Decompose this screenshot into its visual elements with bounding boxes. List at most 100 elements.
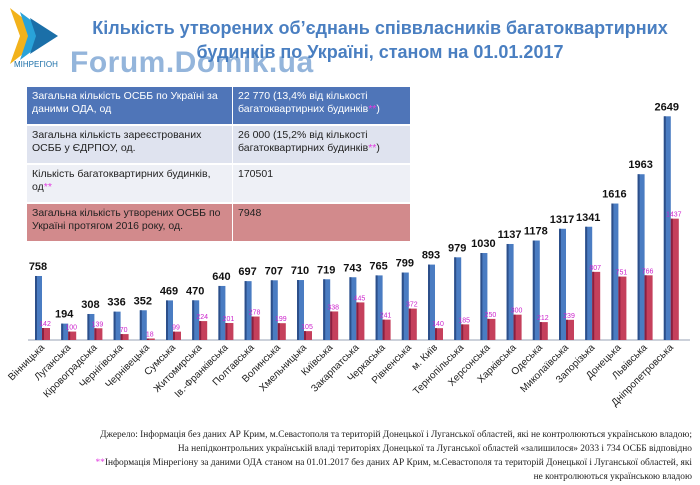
bar-2016-shade: [461, 324, 464, 340]
bar-total: [401, 272, 409, 340]
bar-2016-shade: [408, 308, 411, 340]
table-row: Загальна кількість зареєстрованих ОСББ у…: [27, 124, 410, 164]
data-label-total: 758: [29, 261, 47, 273]
bar-2016: [42, 328, 50, 340]
bar-2016: [94, 328, 103, 340]
bar-total: [375, 275, 383, 340]
bar-2016-shade: [330, 311, 333, 340]
bar-2016: [461, 324, 470, 340]
bar-total-shade: [113, 311, 116, 340]
bar-2016: [173, 331, 181, 340]
bar-total-shade: [139, 310, 142, 340]
data-label-total: 697: [238, 266, 256, 278]
row-label: Загальна кількість зареєстрованих ОСББ у…: [27, 124, 233, 164]
row-label: Загальна кількість утворених ОСББ по Укр…: [27, 202, 233, 241]
bar-2016-shade: [68, 331, 71, 340]
data-label-2016: 338: [327, 304, 339, 311]
bar-2016: [251, 316, 260, 340]
bar-total-shade: [401, 272, 404, 340]
bar-total: [637, 174, 645, 340]
bar-total-shade: [270, 280, 273, 340]
bar-2016: [670, 218, 679, 340]
data-label-2016: 250: [485, 312, 497, 319]
data-label-2016: 139: [92, 321, 104, 328]
bar-total: [532, 240, 540, 340]
bar-total-shade: [61, 323, 64, 340]
bar-total: [323, 279, 331, 340]
bar-total-shade: [166, 300, 168, 340]
row-value: 7948: [232, 202, 410, 241]
data-label-2016: 372: [406, 302, 418, 309]
bar-2016: [330, 311, 339, 340]
data-label-2016: 807: [589, 265, 601, 272]
bar-2016: [618, 276, 627, 340]
bar-total: [506, 243, 514, 340]
data-label-total: 979: [448, 242, 466, 254]
data-label-total: 1341: [576, 212, 600, 224]
footer-line: Джерело: Інформація без даних АР Крим, м…: [100, 430, 692, 440]
bar-total-shade: [323, 279, 326, 340]
data-label-total: 470: [186, 285, 204, 297]
bar-total: [87, 313, 95, 340]
bar-total: [166, 300, 173, 340]
bar-total: [218, 285, 226, 340]
bar-total: [139, 310, 147, 340]
bar-2016: [277, 323, 286, 340]
bar-total-shade: [585, 226, 588, 340]
bar-2016-shade: [356, 302, 359, 340]
table-row: Загальна кількість ОСББ по Україні за да…: [27, 87, 410, 125]
bar-total: [663, 116, 671, 340]
bar-2016: [225, 323, 234, 340]
data-label-total: 719: [317, 264, 335, 276]
bar-total: [611, 203, 619, 340]
bar-2016: [592, 271, 601, 340]
row-label: Кількість багатоквартирних будинків, од*…: [27, 163, 233, 203]
bar-total: [297, 280, 304, 340]
data-label-total: 743: [343, 262, 361, 274]
bar-2016-shade: [173, 331, 175, 340]
bar-2016: [120, 334, 129, 340]
bar-total: [349, 277, 357, 340]
data-label-total: 1616: [602, 189, 626, 201]
bar-total: [35, 275, 42, 340]
row-value: 170501: [232, 163, 410, 203]
summary-table: Загальна кількість ОСББ по Україні за да…: [27, 87, 410, 241]
bar-2016: [435, 328, 443, 340]
bar-2016-shade: [304, 331, 306, 340]
data-label-2016: 105: [301, 324, 313, 331]
row-value: 22 770 (13,4% від кількості багатокварти…: [232, 87, 410, 125]
bar-2016: [199, 321, 208, 340]
data-label-total: 1317: [550, 214, 574, 226]
bar-total-shade: [192, 300, 195, 340]
data-label-2016: 445: [354, 295, 366, 302]
bar-2016: [408, 308, 417, 340]
bar-total: [454, 257, 462, 340]
bar-total: [585, 226, 593, 340]
data-label-2016: 278: [249, 310, 261, 317]
bar-2016-shade: [435, 328, 437, 340]
bar-2016-shade: [277, 323, 280, 340]
data-label-total: 893: [422, 250, 440, 262]
bar-total: [61, 323, 69, 340]
table-row: Кількість багатоквартирних будинків, од*…: [27, 163, 410, 203]
bar-2016-shade: [592, 271, 595, 340]
bar-2016-shade: [670, 218, 673, 340]
data-label-2016: 766: [642, 268, 654, 275]
bar-total: [113, 311, 121, 340]
bar-2016: [356, 302, 365, 340]
bar-total-shade: [663, 116, 666, 340]
bar-2016-shade: [120, 334, 123, 340]
bar-total-shade: [297, 280, 299, 340]
bar-2016: [304, 331, 312, 340]
bar-total: [428, 264, 435, 340]
bar-total-shade: [87, 313, 90, 340]
bar-total: [270, 280, 278, 340]
bar-chart: 758 142 194 100 308 139 336 70 352 18 469 99 470 224 6…: [6, 101, 690, 409]
bar-2016-shade: [225, 323, 228, 340]
data-label-total: 2649: [655, 101, 679, 113]
data-label-2016: 1437: [666, 212, 682, 219]
bar-total: [559, 228, 566, 340]
data-label-2016: 201: [223, 316, 235, 323]
source-note: Джерело: Інформація без даних АР Крим, м…: [0, 428, 692, 484]
bar-total-shade: [218, 285, 221, 340]
